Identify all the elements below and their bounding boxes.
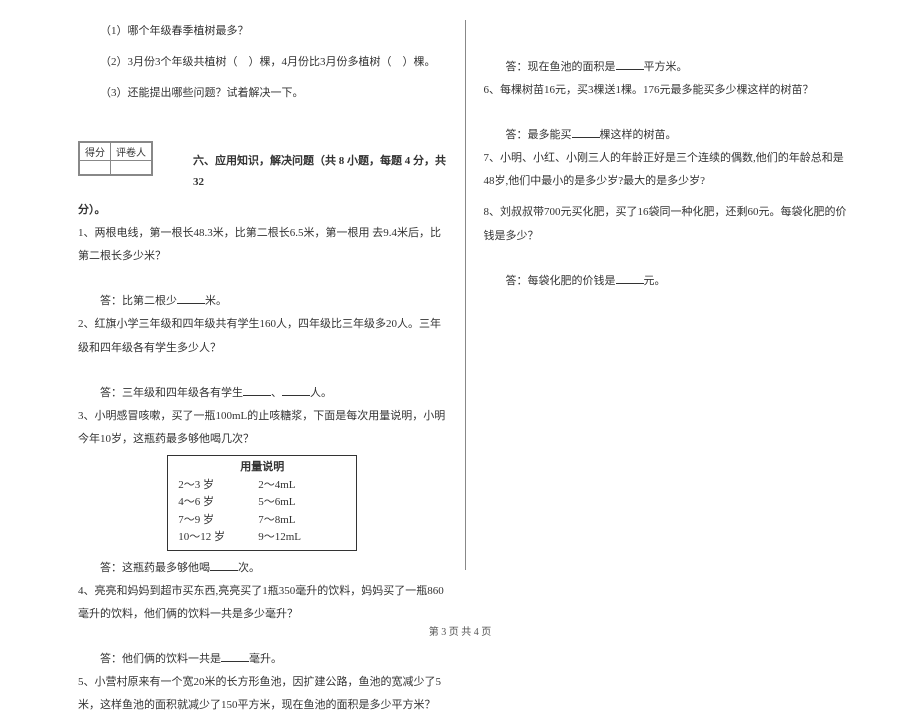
problem-8: 8、刘叔叔带700元买化肥，买了16袋同一种化肥，还剩60元。每袋化肥的价钱是多… [484,201,853,247]
problem-3: 3、小明感冒咳嗽，买了一瓶100mL的止咳糖浆，下面是每次用量说明，小明今年10… [78,405,447,451]
section-6-title: 六、应用知识，解决问题（共 8 小题，每题 4 分，共 32 [153,141,447,193]
score-h1: 得分 [80,143,111,161]
dosage-row: 7～9 岁7～8mL [178,512,346,530]
right-column: 答：现在鱼池的面积是平方米。 6、每棵树苗16元，买3棵送1棵。176元最多能买… [466,20,861,570]
problem-1: 1、两根电线，第一根长48.3米，比第二根长6.5米，第一根用 去9.4米后，比… [78,222,447,268]
dosage-row: 4～6 岁5～6mL [178,494,346,512]
dosage-row: 10～12 岁9～12mL [178,529,346,547]
answer-2: 答：三年级和四年级各有学生、人。 [78,382,447,405]
answer-5: 答：现在鱼池的面积是平方米。 [484,56,853,79]
page-footer: 第 3 页 共 4 页 [0,623,920,638]
problem-7: 7、小明、小红、小刚三人的年龄正好是三个连续的偶数,他们的年龄总和是48岁,他们… [484,147,853,193]
q3: （3）还能提出哪些问题？试着解决一下。 [78,82,447,105]
problem-6: 6、每棵树苗16元，买3棵送1棵。176元最多能买多少棵这样的树苗？ [484,79,853,102]
answer-3: 答：这瓶药最多够他喝次。 [78,557,447,580]
q2: （2）3月份3个年级共植树（ ）棵，4月份比3月份多植树（ ）棵。 [78,51,447,74]
q1: （1）哪个年级春季植树最多？ [78,20,447,43]
problem-5: 5、小营村原来有一个宽20米的长方形鱼池，因扩建公路，鱼池的宽减少了5米，这样鱼… [78,671,447,717]
problem-2: 2、红旗小学三年级和四年级共有学生160人，四年级比三年级多20人。三年级和四年… [78,313,447,359]
answer-1: 答：比第二根少米。 [78,290,447,313]
problem-4: 4、亮亮和妈妈到超市买东西,亮亮买了1瓶350毫升的饮料，妈妈买了一瓶860毫升… [78,580,447,626]
score-h2: 评卷人 [111,143,152,161]
section-6-header: 得分 评卷人 六、应用知识，解决问题（共 8 小题，每题 4 分，共 32 [78,141,447,193]
answer-8: 答：每袋化肥的价钱是元。 [484,270,853,293]
answer-4: 答：他们俩的饮料一共是毫升。 [78,648,447,671]
score-box: 得分 评卷人 [78,141,153,176]
section-6-cont: 分）。 [78,193,447,222]
left-column: （1）哪个年级春季植树最多？ （2）3月份3个年级共植树（ ）棵，4月份比3月份… [70,20,465,570]
answer-6: 答：最多能买棵这样的树苗。 [484,124,853,147]
dosage-row: 2～3 岁2～4mL [178,477,346,495]
dosage-title: 用量说明 [178,459,346,477]
dosage-table: 用量说明 2～3 岁2～4mL 4～6 岁5～6mL 7～9 岁7～8mL 10… [167,455,357,551]
